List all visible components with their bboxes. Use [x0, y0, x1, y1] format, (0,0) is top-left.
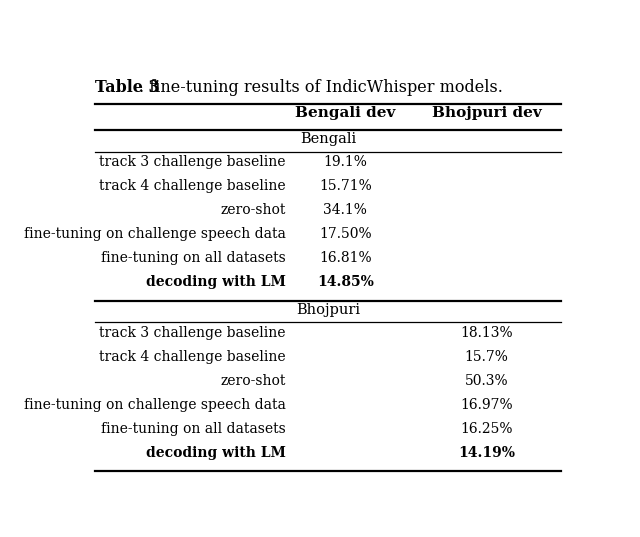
- Text: Table 3: Table 3: [95, 79, 159, 96]
- Text: 15.7%: 15.7%: [465, 350, 509, 364]
- Text: Bhojpuri: Bhojpuri: [296, 303, 360, 317]
- Text: 18.13%: 18.13%: [460, 326, 513, 340]
- Text: Bengali: Bengali: [300, 132, 356, 146]
- Text: fine-tuning on all datasets: fine-tuning on all datasets: [101, 251, 286, 265]
- Text: 16.25%: 16.25%: [460, 422, 513, 436]
- Text: Bhojpuri dev: Bhojpuri dev: [432, 106, 541, 120]
- Text: 14.19%: 14.19%: [458, 446, 515, 460]
- Text: track 3 challenge baseline: track 3 challenge baseline: [99, 326, 286, 340]
- Text: Bengali dev: Bengali dev: [295, 106, 396, 120]
- Text: 19.1%: 19.1%: [323, 155, 367, 169]
- Text: zero-shot: zero-shot: [220, 374, 286, 388]
- Text: fine-tuning on all datasets: fine-tuning on all datasets: [101, 422, 286, 436]
- Text: 17.50%: 17.50%: [319, 227, 372, 241]
- Text: fine-tuning on challenge speech data: fine-tuning on challenge speech data: [24, 398, 286, 412]
- Text: 16.81%: 16.81%: [319, 251, 372, 265]
- Text: track 3 challenge baseline: track 3 challenge baseline: [99, 155, 286, 169]
- Text: 15.71%: 15.71%: [319, 179, 372, 193]
- Text: zero-shot: zero-shot: [220, 203, 286, 217]
- Text: 34.1%: 34.1%: [323, 203, 367, 217]
- Text: track 4 challenge baseline: track 4 challenge baseline: [99, 179, 286, 193]
- Text: fine-tuning on challenge speech data: fine-tuning on challenge speech data: [24, 227, 286, 241]
- Text: 14.85%: 14.85%: [317, 275, 374, 289]
- Text: 16.97%: 16.97%: [460, 398, 513, 412]
- Text: decoding with LM: decoding with LM: [146, 275, 286, 289]
- Text: track 4 challenge baseline: track 4 challenge baseline: [99, 350, 286, 364]
- Text: decoding with LM: decoding with LM: [146, 446, 286, 460]
- Text: . fine-tuning results of IndicWhisper models.: . fine-tuning results of IndicWhisper mo…: [138, 79, 502, 96]
- Text: 50.3%: 50.3%: [465, 374, 509, 388]
